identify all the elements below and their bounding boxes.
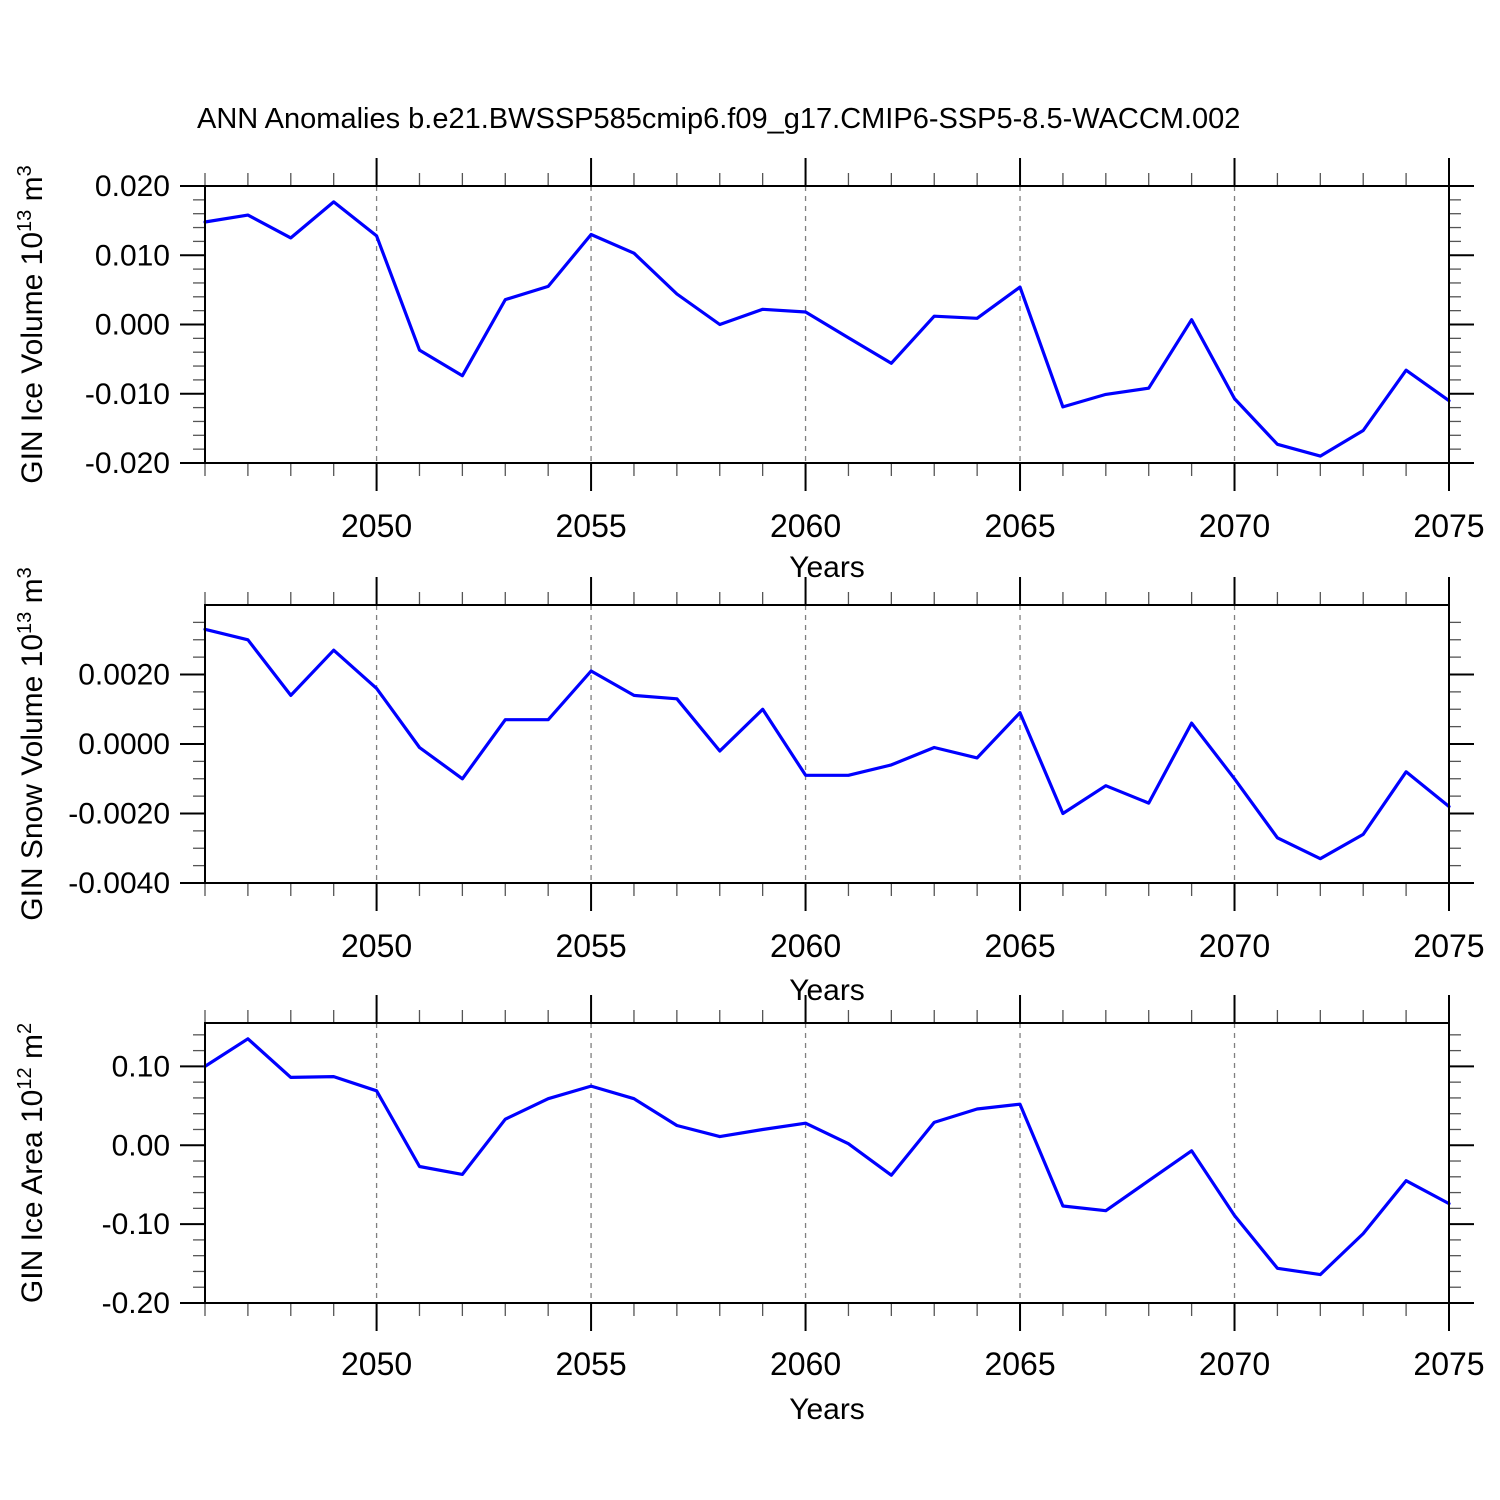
y-tick-label-0.000: 0.000 [95, 309, 170, 342]
x-tick-label-2055: 2055 [555, 928, 626, 964]
y-tick-label-0.0020: 0.0020 [78, 659, 170, 692]
y-tick-label-0.020: 0.020 [95, 170, 170, 203]
y-tick-label--0.020: -0.020 [85, 447, 170, 480]
y-axis-label-ice-area: GIN Ice Area 1012 m2 [14, 1023, 49, 1303]
panel-1-data-line [203, 200, 1451, 458]
y-axis-label-snow-volume: GIN Snow Volume 1013 m3 [14, 567, 49, 921]
panel-gin-ice-area: 0.100.00-0.10-0.20 2050 2055 2060 2065 2070 2… [14, 995, 1485, 1426]
x-axis-title-3: Years [789, 1393, 865, 1426]
y-tick-label--0.0040: -0.0040 [68, 867, 170, 900]
panel-1-gridlines [375, 186, 1236, 463]
x-axis-title-2: Years [789, 974, 865, 1007]
x-tick-label-2075: 2075 [1413, 508, 1484, 544]
panel-3-border [204, 1022, 1450, 1304]
panel-3-data-line [203, 1037, 1451, 1277]
panel-1-ytick-labels: 0.020 0.010 0.000 -0.010 -0.020 [85, 170, 170, 480]
x-tick-label-2060: 2060 [770, 1346, 841, 1382]
panel-2-data-line [203, 627, 1451, 861]
y-tick-label-0.10: 0.10 [112, 1050, 170, 1083]
x-tick-label-2065: 2065 [984, 1346, 1055, 1382]
y-tick-label--0.20: -0.20 [102, 1287, 170, 1320]
panel-2-ytick-labels: 0.0020 0.0000 -0.0020 -0.0040 [68, 659, 170, 901]
panel-1-border [204, 185, 1450, 464]
x-tick-label-2075: 2075 [1413, 1346, 1484, 1382]
panel-2-border [204, 604, 1450, 884]
y-tick-label--0.010: -0.010 [85, 378, 170, 411]
y-tick-label-0.0000: 0.0000 [78, 728, 170, 761]
x-tick-label-2050: 2050 [341, 508, 412, 544]
x-tick-label-2070: 2070 [1199, 928, 1270, 964]
x-tick-label-2070: 2070 [1199, 508, 1270, 544]
y-axis-label-ice-volume: GIN Ice Volume 1013 m3 [14, 165, 49, 484]
y-tick-label--0.10: -0.10 [102, 1208, 170, 1241]
y-tick-label-0.00: 0.00 [112, 1129, 170, 1162]
x-axis-title-1: Years [789, 551, 865, 584]
x-tick-label-2070: 2070 [1199, 1346, 1270, 1382]
panel-3-gridlines [375, 1023, 1236, 1303]
panel-gin-ice-volume: 0.020 0.010 0.000 -0.010 -0.020 2050 2055 2060… [14, 158, 1485, 584]
panel-2-gridlines [375, 605, 1236, 883]
panel-3-xtick-labels: 2050 2055 2060 2065 2070 2075 [341, 1346, 1485, 1382]
x-tick-label-2060: 2060 [770, 928, 841, 964]
x-tick-label-2055: 2055 [555, 1346, 626, 1382]
x-tick-label-2055: 2055 [555, 508, 626, 544]
panel-1-xtick-labels: 2050 2055 2060 2065 2070 2075 [341, 508, 1485, 544]
panel-3-ytick-labels: 0.10 0.00 -0.10 -0.20 [102, 1050, 170, 1320]
panel-1-ticks [180, 158, 1474, 491]
x-tick-label-2065: 2065 [984, 508, 1055, 544]
x-tick-label-2050: 2050 [341, 928, 412, 964]
panel-3-ticks [180, 995, 1474, 1331]
x-tick-label-2060: 2060 [770, 508, 841, 544]
x-tick-label-2075: 2075 [1413, 928, 1484, 964]
panel-2-xtick-labels: 2050 2055 2060 2065 2070 2075 [341, 928, 1485, 964]
y-tick-label-0.010: 0.010 [95, 239, 170, 272]
x-tick-label-2050: 2050 [341, 1346, 412, 1382]
panel-2-ticks [180, 577, 1474, 911]
y-tick-label--0.0020: -0.0020 [68, 798, 170, 831]
chart-title: ANN Anomalies b.e21.BWSSP585cmip6.f09_g1… [197, 103, 1240, 135]
x-tick-label-2065: 2065 [984, 928, 1055, 964]
